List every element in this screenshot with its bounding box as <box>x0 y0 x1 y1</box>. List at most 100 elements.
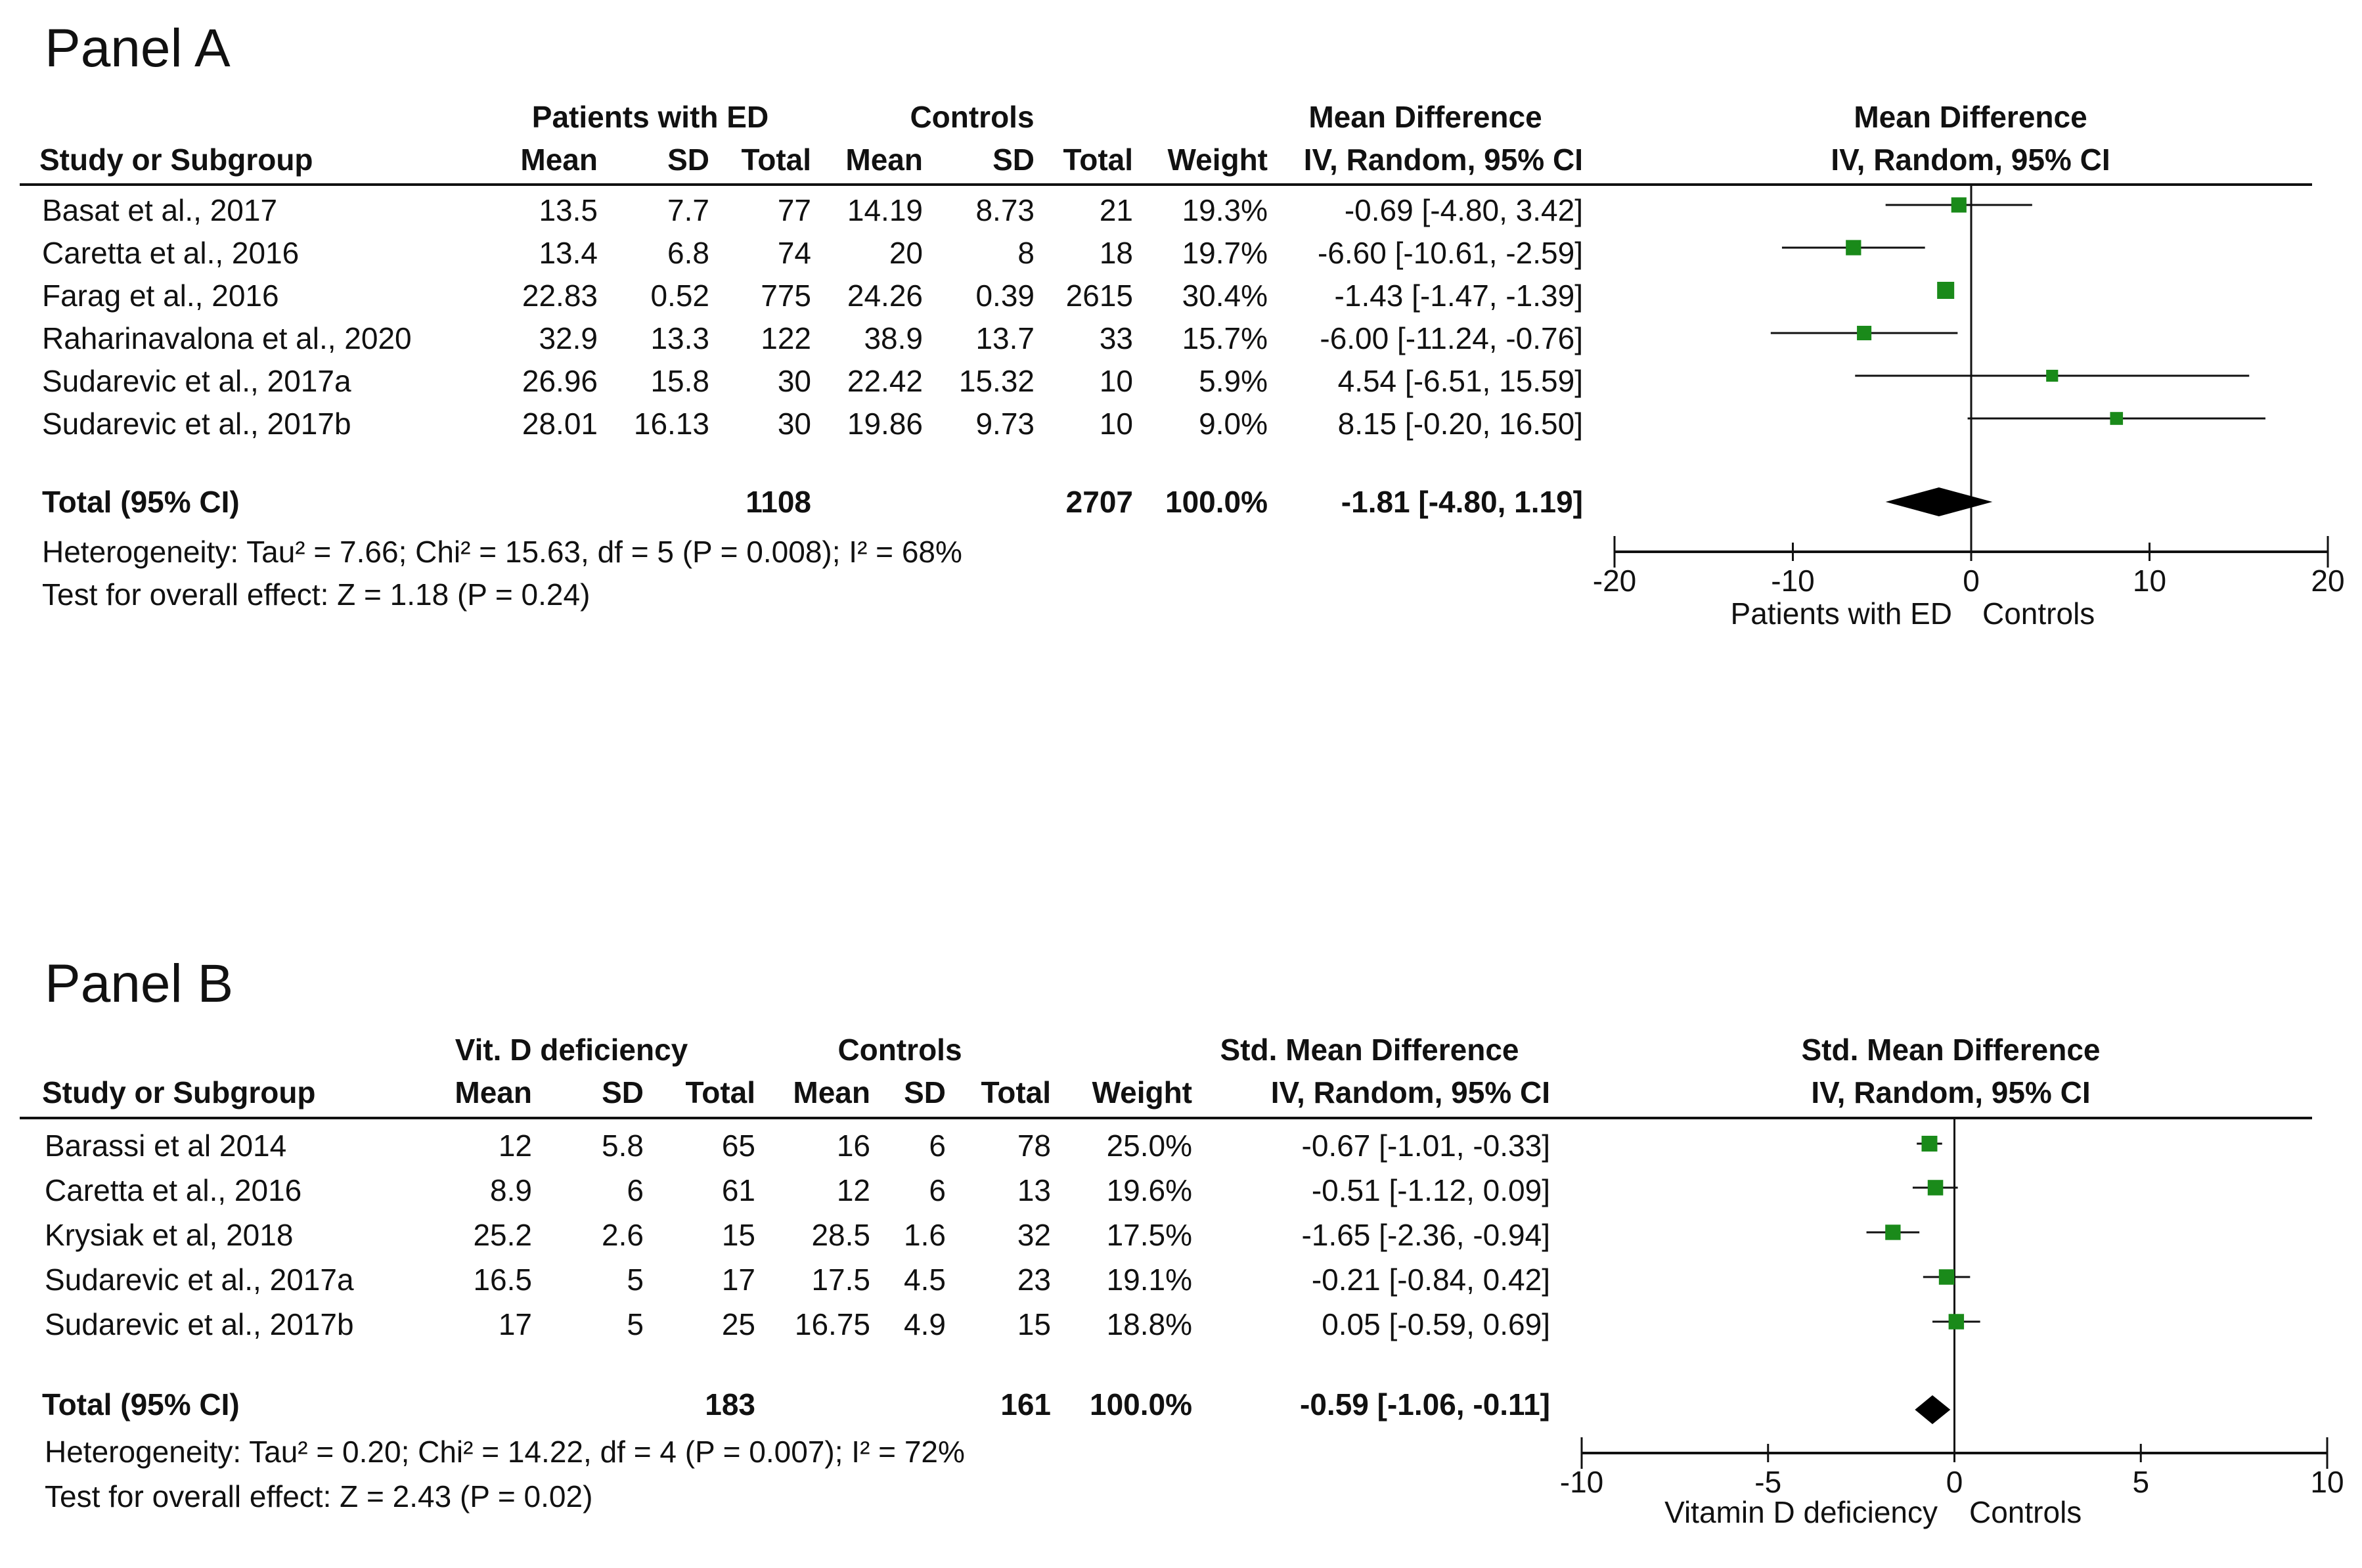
total-1: 30 <box>777 364 811 398</box>
column-header-weight: Weight <box>1167 143 1268 177</box>
sd-2: 6 <box>929 1173 946 1207</box>
total-2: 2707 <box>1065 485 1133 519</box>
group2-header: Controls <box>910 100 1035 134</box>
total-2: 15 <box>1017 1307 1051 1341</box>
total-1: 1108 <box>746 485 811 519</box>
group1-header: Vit. D deficiency <box>455 1033 688 1067</box>
total-2: 32 <box>1017 1218 1051 1252</box>
total-1: 15 <box>721 1218 755 1252</box>
total-2: 78 <box>1017 1129 1051 1163</box>
total-weight: 100.0% <box>1165 485 1268 519</box>
column-header-sd-1: SD <box>667 143 709 177</box>
study-name: Caretta et al., 2016 <box>45 1173 302 1207</box>
total-2: 33 <box>1099 321 1133 355</box>
forest-plot-a: -20 -10 0 10 20 <box>1593 185 2345 598</box>
overall-effect-text: Test for overall effect: Z = 2.43 (P = 0… <box>45 1479 593 1513</box>
point-estimate-square <box>2046 369 2059 382</box>
sd-2: 8.73 <box>975 193 1035 227</box>
study-name: Basat et al., 2017 <box>42 193 278 227</box>
header-rule <box>20 1117 2312 1119</box>
point-estimate-square <box>1921 1136 1938 1152</box>
mean-1: 17 <box>498 1307 532 1341</box>
sd-2: 6 <box>929 1129 946 1163</box>
weight: 5.9% <box>1199 364 1268 398</box>
point-estimate-square <box>1885 1224 1901 1240</box>
effect-ci: 8.15 [-0.20, 16.50] <box>1337 407 1583 441</box>
mean-1: 26.96 <box>522 364 598 398</box>
column-header-total-2: Total <box>981 1075 1051 1109</box>
sd-2: 0.39 <box>975 279 1035 313</box>
effect-header-bottom: IV, Random, 95% CI <box>1270 1075 1550 1109</box>
mean-2: 17.5 <box>811 1263 870 1297</box>
x-label-left: Vitamin D deficiency <box>1664 1495 1938 1529</box>
sd-1: 5 <box>627 1263 644 1297</box>
sd-2: 15.32 <box>958 364 1035 398</box>
study-name: Farag et al., 2016 <box>42 279 279 313</box>
column-header-study: Study or Subgroup <box>39 143 313 177</box>
weight: 18.8% <box>1106 1307 1192 1341</box>
mean-1: 25.2 <box>473 1218 532 1252</box>
total-2: 18 <box>1099 236 1133 270</box>
forest-plot-panel-b: Panel B Vit. D deficiency Controls Std. … <box>0 933 2362 1568</box>
point-estimate-square <box>2110 412 2124 425</box>
effect-header-top: Mean Difference <box>1308 100 1542 134</box>
sd-1: 2.6 <box>602 1218 644 1252</box>
total-1: 17 <box>721 1263 755 1297</box>
total-1: 183 <box>705 1387 755 1422</box>
mean-2: 24.26 <box>847 279 923 313</box>
x-axis-tick-label: -10 <box>1560 1465 1603 1499</box>
weight: 9.0% <box>1199 407 1268 441</box>
column-header-total-2: Total <box>1063 143 1133 177</box>
heterogeneity-text: Heterogeneity: Tau² = 0.20; Chi² = 14.22… <box>45 1435 965 1469</box>
mean-2: 12 <box>836 1173 870 1207</box>
x-label-left: Patients with ED <box>1730 596 1952 631</box>
sd-1: 7.7 <box>667 193 709 227</box>
effect-ci: -1.43 [-1.47, -1.39] <box>1334 279 1583 313</box>
total-2: 13 <box>1017 1173 1051 1207</box>
sd-1: 16.13 <box>633 407 709 441</box>
forest-plot-panel-a: Panel A Patients with ED Controls Mean D… <box>20 18 2345 631</box>
total-2: 21 <box>1099 193 1133 227</box>
x-axis-tick-label: -10 <box>1771 564 1814 598</box>
total-1: 65 <box>721 1129 755 1163</box>
point-estimate-square <box>1857 325 1872 341</box>
mean-2: 19.86 <box>847 407 923 441</box>
study-name: Krysiak et al, 2018 <box>45 1218 294 1252</box>
column-header-total-1: Total <box>685 1075 755 1109</box>
sd-2: 4.9 <box>904 1307 946 1341</box>
weight: 19.3% <box>1182 193 1268 227</box>
point-estimate-square <box>1938 1269 1955 1285</box>
sd-2: 9.73 <box>975 407 1035 441</box>
total-effect-ci: -0.59 [-1.06, -0.11] <box>1300 1387 1550 1422</box>
sd-1: 5 <box>627 1307 644 1341</box>
point-estimate-square <box>1948 1314 1965 1330</box>
column-header-sd-2: SD <box>992 143 1035 177</box>
effect-ci: -6.60 [-10.61, -2.59] <box>1317 236 1583 270</box>
weight: 19.1% <box>1106 1263 1192 1297</box>
heterogeneity-text: Heterogeneity: Tau² = 7.66; Chi² = 15.63… <box>42 535 962 569</box>
total-1: 30 <box>777 407 811 441</box>
study-name: Raharinavalona et al., 2020 <box>42 321 412 355</box>
overall-effect-text: Test for overall effect: Z = 1.18 (P = 0… <box>42 577 590 612</box>
sd-1: 6 <box>627 1173 644 1207</box>
total-1: 61 <box>721 1173 755 1207</box>
mean-2: 16.75 <box>794 1307 870 1341</box>
effect-ci: -0.69 [-4.80, 3.42] <box>1344 193 1583 227</box>
total-1: 775 <box>761 279 811 313</box>
column-header-mean-2: Mean <box>845 143 923 177</box>
total-label: Total (95% CI) <box>42 1387 240 1422</box>
weight: 25.0% <box>1106 1129 1192 1163</box>
mean-2: 14.19 <box>847 193 923 227</box>
column-header-total-1: Total <box>741 143 811 177</box>
x-axis-tick-label: 20 <box>2311 564 2344 598</box>
mean-1: 22.83 <box>522 279 598 313</box>
x-axis-tick-label: 5 <box>2132 1465 2149 1499</box>
group2-header: Controls <box>837 1033 962 1067</box>
x-axis-tick-label: 10 <box>2310 1465 2344 1499</box>
mean-1: 13.5 <box>539 193 598 227</box>
effect-ci: -1.65 [-2.36, -0.94] <box>1301 1218 1550 1252</box>
total-1: 122 <box>761 321 811 355</box>
group1-header: Patients with ED <box>531 100 769 134</box>
point-estimate-square <box>1846 240 1861 256</box>
sd-2: 1.6 <box>904 1218 946 1252</box>
